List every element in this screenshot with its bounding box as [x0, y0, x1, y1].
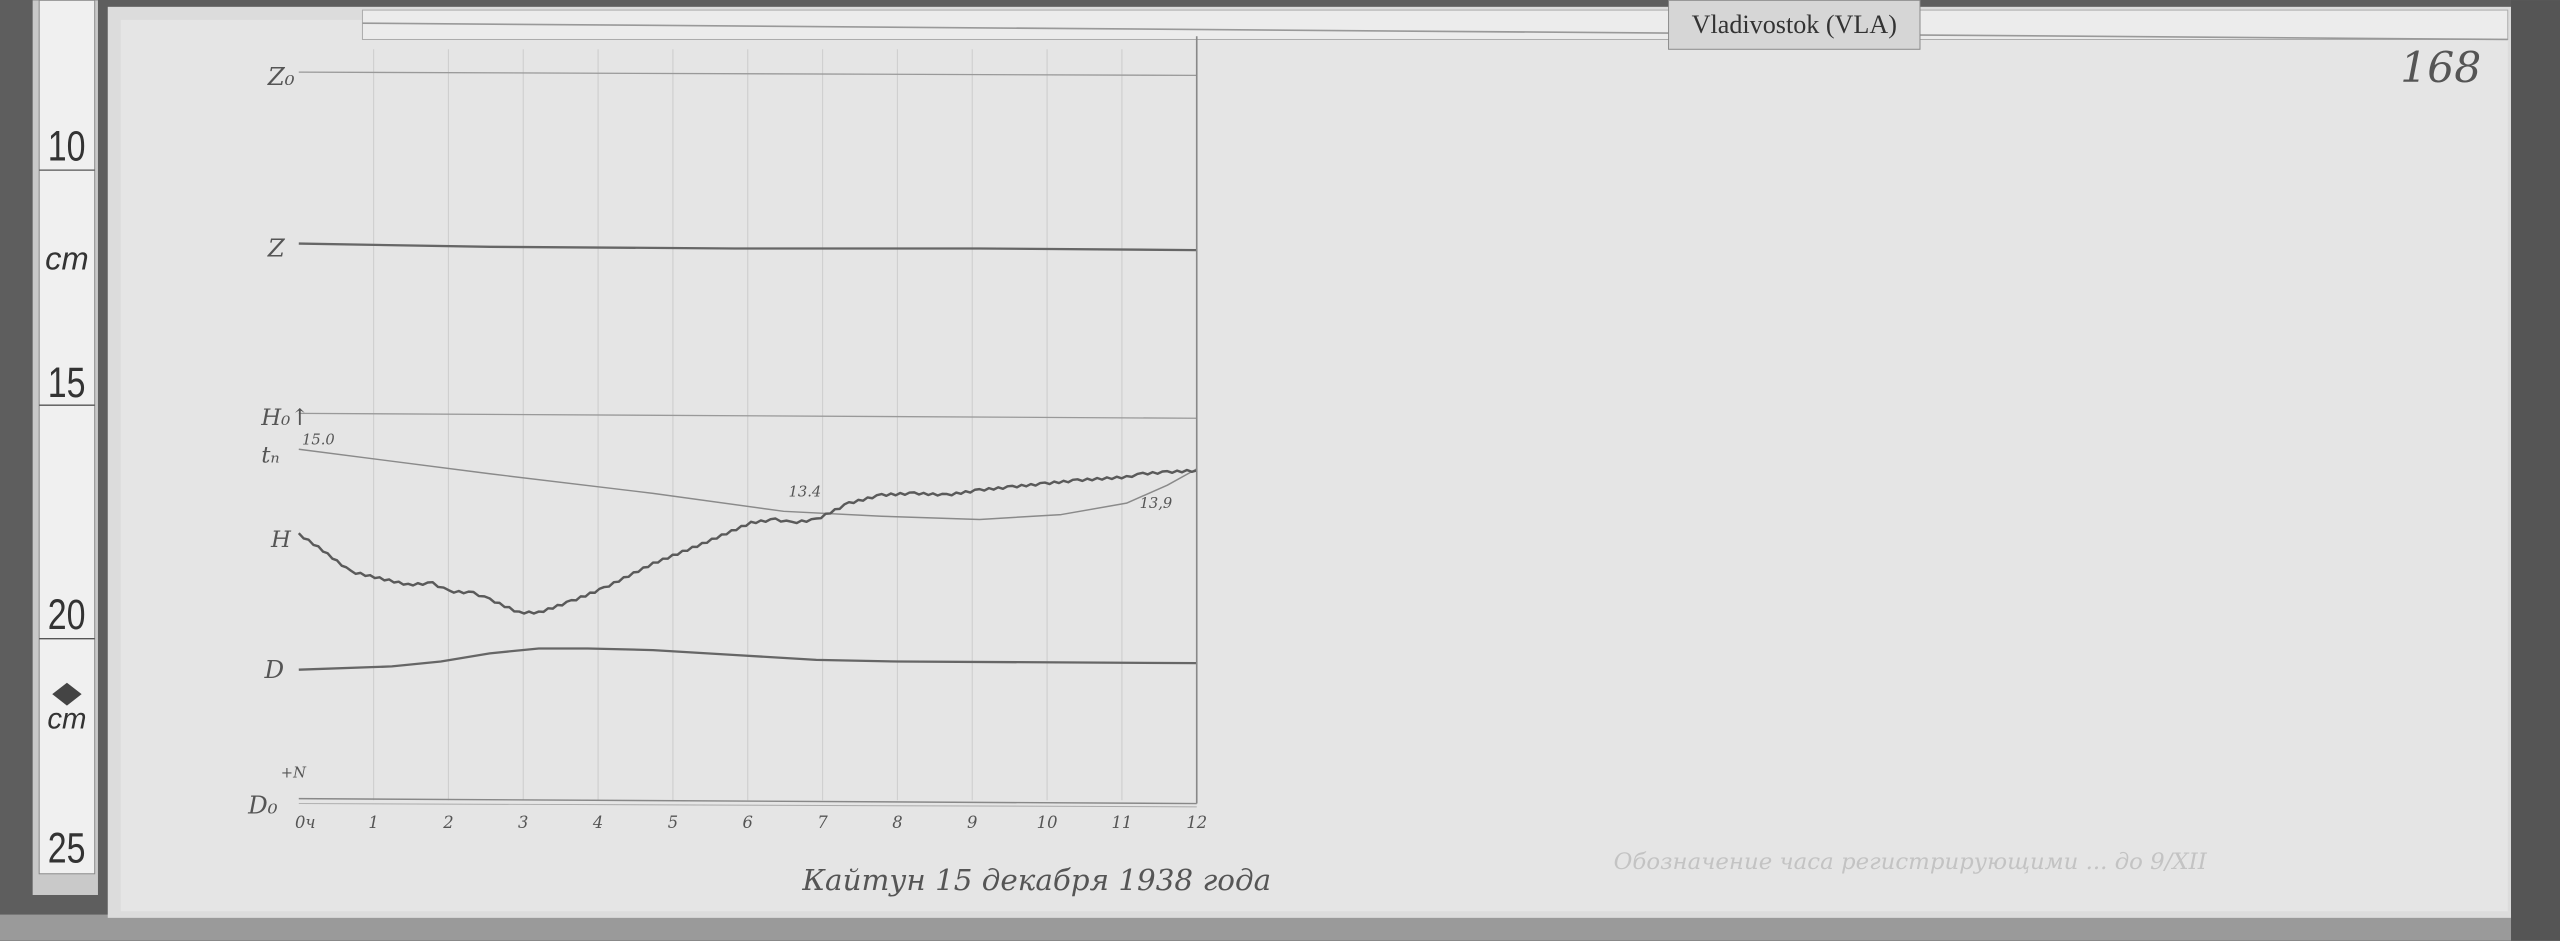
bottom-strip [0, 914, 2560, 941]
ruler-label-10: 10 [48, 123, 86, 170]
tape-edge [362, 22, 2508, 41]
station-label-tag [1668, 0, 1921, 50]
hour-label: 3 [518, 813, 528, 832]
ruler-label-cm: cm [45, 240, 89, 277]
hour-label: 7 [817, 813, 828, 832]
trace-label-h0: H₀↑ [260, 405, 309, 431]
top-tape-strip [361, 9, 2509, 40]
trace-label-z0: Z₀ [267, 62, 295, 91]
hour-label: 10 [1037, 813, 1058, 832]
ruler-diamond-icon [52, 682, 82, 706]
traces [297, 71, 1198, 808]
ruler-label-25: 25 [48, 825, 86, 872]
chart: Z₀ Z H₀↑ tₙ H D +N D₀ 15.0 13.4 13,9 0ч 1… [247, 36, 1207, 832]
trace-label-d0-arrow: +N [281, 764, 307, 781]
d0-baseline-2 [298, 803, 1197, 808]
ruler-face [38, 0, 96, 875]
hour-label: 8 [892, 813, 902, 832]
ruler-label-20: 20 [48, 591, 86, 638]
hour-label: 4 [592, 813, 603, 832]
ruler-label-cm: cm [47, 702, 86, 735]
trace-label-h: H [270, 527, 292, 553]
z-trace [298, 242, 1197, 252]
hour-labels: 0ч 1 2 3 4 5 6 7 8 9 10 11 12 [295, 813, 1207, 832]
hour-label: 0ч [295, 813, 316, 832]
h0-baseline [298, 412, 1197, 419]
trace-label-tn: tₙ [261, 442, 279, 468]
temperature-middle: 13.4 [789, 484, 822, 501]
trace-label-d0: D₀ [247, 790, 278, 819]
trace-label-z: Z [267, 234, 286, 263]
h-trace [297, 468, 1198, 615]
z0-baseline [298, 71, 1197, 77]
hour-label: 2 [442, 813, 453, 832]
ruler-label-15: 15 [48, 359, 86, 406]
hour-label: 6 [743, 813, 753, 832]
temperature-trace [298, 448, 1198, 521]
hour-label: 9 [967, 813, 977, 832]
d-trace [298, 647, 1197, 671]
faint-note: Обозначение часа регистрирующими ... до … [1614, 849, 2208, 875]
trace-label-d: D [263, 655, 284, 684]
station-label: Vladivostok (VLA) [1692, 10, 1897, 39]
temperature-end: 13,9 [1140, 495, 1173, 512]
page-number: 168 [2400, 44, 2481, 93]
chart-caption: Кайтун 15 декабря 1938 года [801, 863, 1271, 897]
paper-inner [120, 19, 2508, 912]
d0-baseline [298, 797, 1197, 805]
temperature-start: 15.0 [302, 431, 335, 448]
hour-label: 1 [368, 813, 378, 832]
ruler-labels: 10 cm 15 20 cm 25 [39, 123, 95, 872]
right-edge-shadow [2511, 0, 2560, 941]
hour-label: 5 [668, 813, 678, 832]
hour-label: 11 [1112, 813, 1133, 832]
hour-grid [373, 49, 1123, 801]
hour-label: 12 [1186, 813, 1207, 832]
